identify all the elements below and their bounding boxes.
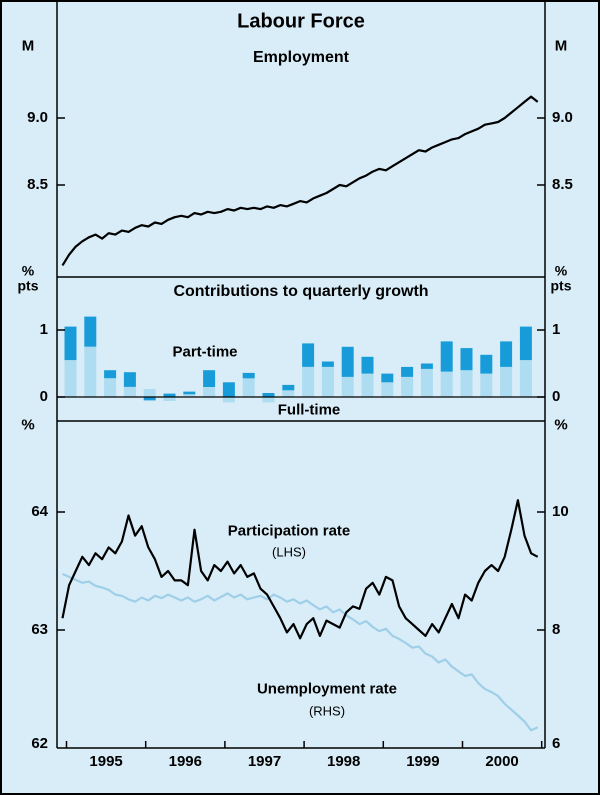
y-tick-label-right: 10 [552,503,569,520]
x-tick-label: 1997 [247,753,282,770]
unit-label-right-mid: % pts [550,262,572,293]
unemployment-rate-axis-note: (RHS) [308,703,346,719]
y-tick-label-left: 64 [31,503,48,520]
y-tick-label-left: 1 [39,321,48,338]
y-tick-label-right: 8.5 [552,176,573,193]
unit-label-right-top: M [554,37,568,55]
participation-rate-series-label: Participation rate [227,522,351,540]
y-tick-label-right: 1 [552,321,561,338]
panel2-title: Contributions to quarterly growth [173,283,429,300]
y-tick-label-right: 0 [552,388,561,405]
unemployment-rate-series-label: Unemployment rate [256,680,398,698]
x-tick-label: 1996 [168,753,202,770]
participation-rate-axis-note: (LHS) [272,544,306,560]
y-tick-label-right: 8 [552,621,561,638]
unit-label-left-bottom: % [21,416,35,434]
x-tick-label: 1995 [89,753,123,770]
unit-label-left-mid: % pts [17,262,39,293]
y-tick-label-right: 6 [552,735,561,752]
y-tick-label-right: 9.0 [552,109,573,126]
y-tick-label-left: 62 [31,735,48,752]
x-tick-label: 1998 [327,753,361,770]
y-tick-label-left: 9.0 [27,109,48,126]
figure-title: Labour Force [237,10,365,33]
part-time-series-label: Part-time [172,343,238,361]
participation-rate-line [61,499,539,640]
employment-line [61,95,539,266]
x-tick-label: 2000 [485,753,519,770]
y-tick-label-left: 63 [31,621,48,638]
y-tick-label-left: 0 [39,388,48,405]
x-tick-label: 1999 [406,753,440,770]
y-tick-label-left: 8.5 [27,176,48,193]
unemployment-rate-line [62,572,539,732]
unit-label-right-bottom: % [554,416,568,434]
panel1-title: Employment [252,49,350,66]
full-time-series-label: Full-time [277,401,341,419]
unit-label-left-top: M [21,37,35,55]
